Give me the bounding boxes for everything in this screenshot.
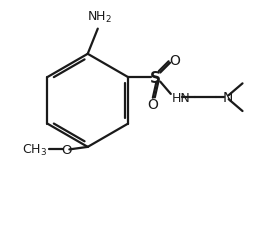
Text: O: O <box>170 54 181 68</box>
Text: HN: HN <box>172 91 191 104</box>
Text: O: O <box>148 98 159 112</box>
Text: O: O <box>61 143 72 156</box>
Text: N: N <box>222 91 232 105</box>
Text: CH$_3$: CH$_3$ <box>22 142 47 157</box>
Text: NH$_2$: NH$_2$ <box>86 10 111 25</box>
Text: S: S <box>150 70 161 85</box>
